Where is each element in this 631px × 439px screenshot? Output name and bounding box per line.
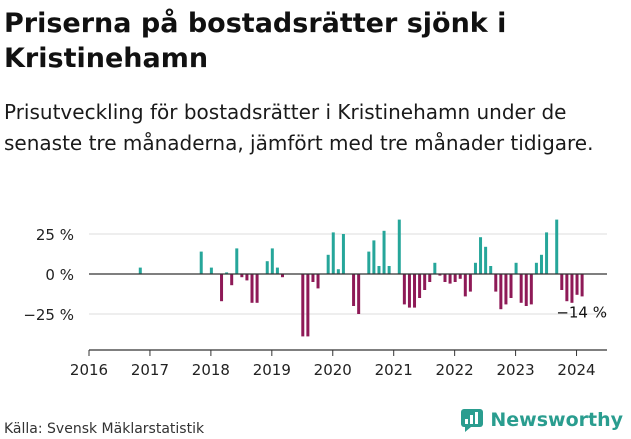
bar [377, 266, 381, 274]
bar [504, 274, 508, 305]
y-tick-label: 25 % [36, 226, 74, 244]
bar [473, 262, 477, 274]
chart-subtitle: Prisutveckling för bostadsrätter i Krist… [4, 100, 594, 155]
bar [387, 266, 391, 274]
x-tick-label: 2019 [253, 361, 291, 379]
bar [539, 254, 543, 274]
bar [230, 274, 234, 286]
source-note: Källa: Svensk Mäklarstatistik [4, 421, 205, 437]
bar [494, 274, 498, 292]
bar [326, 254, 330, 274]
bar [534, 262, 538, 274]
bar [245, 274, 249, 281]
bar [306, 274, 310, 337]
x-tick-label: 2018 [192, 361, 230, 379]
bar [499, 274, 503, 310]
bar [463, 274, 467, 297]
x-tick-label: 2024 [557, 361, 595, 379]
bar [413, 274, 417, 308]
bar [438, 274, 442, 276]
last-value-annotation: −14 % [556, 303, 607, 321]
bar [316, 274, 320, 289]
newsworthy-logo: Newsworthy [460, 408, 623, 432]
bar [509, 274, 513, 298]
bar [458, 274, 462, 279]
bar [580, 274, 584, 297]
x-axis: 2016 2017 2018 2019 2020 2021 2022 2023 2024 [70, 350, 596, 379]
y-axis: 25 % 0 % −25 % [23, 226, 74, 324]
bar [225, 272, 229, 274]
bar [331, 232, 335, 274]
bar [402, 274, 406, 305]
bar [423, 274, 427, 290]
chart-title: Priserna på bostadsrätter sjönk i Kristi… [4, 8, 507, 74]
bars [138, 219, 584, 337]
bar [407, 274, 411, 308]
bar [255, 274, 259, 303]
bar [372, 240, 376, 274]
bar [250, 274, 254, 303]
x-tick-label: 2022 [436, 361, 474, 379]
bar [448, 274, 452, 284]
x-tick-label: 2017 [131, 361, 169, 379]
chart-bubble-icon [461, 409, 484, 432]
bar [382, 230, 386, 274]
bar [545, 232, 549, 274]
bar [433, 262, 437, 274]
brand-name: Newsworthy [490, 409, 623, 431]
bar [265, 261, 269, 274]
grid-lines [89, 233, 607, 315]
bar [453, 274, 457, 282]
bar [220, 274, 224, 302]
bar [275, 267, 279, 274]
bar [529, 274, 533, 305]
bar [443, 274, 447, 282]
bar [479, 237, 483, 274]
bar [209, 267, 213, 274]
bar [138, 267, 142, 274]
bar [428, 274, 432, 282]
x-tick-label: 2023 [496, 361, 534, 379]
bar [514, 262, 518, 274]
bar [301, 274, 305, 337]
bar [570, 274, 574, 303]
bar [367, 251, 371, 274]
y-tick-label: 0 % [45, 266, 74, 284]
bar [240, 274, 244, 278]
bar [270, 248, 274, 274]
bar [199, 251, 203, 274]
bar [489, 266, 493, 274]
bar [565, 274, 569, 302]
bar [341, 234, 345, 274]
bar [575, 274, 579, 295]
bar [418, 274, 422, 298]
bar [484, 246, 488, 274]
y-tick-label: −25 % [23, 306, 74, 324]
bar [524, 274, 528, 306]
bar [560, 274, 564, 290]
bar [519, 274, 523, 303]
bar [555, 219, 559, 274]
bar [352, 274, 356, 306]
x-tick-label: 2020 [314, 361, 352, 379]
bar [311, 274, 315, 282]
bar [336, 269, 340, 274]
bar [397, 219, 401, 274]
bar-chart: 25 % 0 % −25 % 2016 2017 2018 2019 2020 2021 202… [23, 219, 607, 379]
bar [280, 274, 284, 278]
bar [468, 274, 472, 292]
x-tick-label: 2016 [70, 361, 108, 379]
bar [235, 248, 239, 274]
x-tick-label: 2021 [375, 361, 413, 379]
bar [357, 274, 361, 314]
